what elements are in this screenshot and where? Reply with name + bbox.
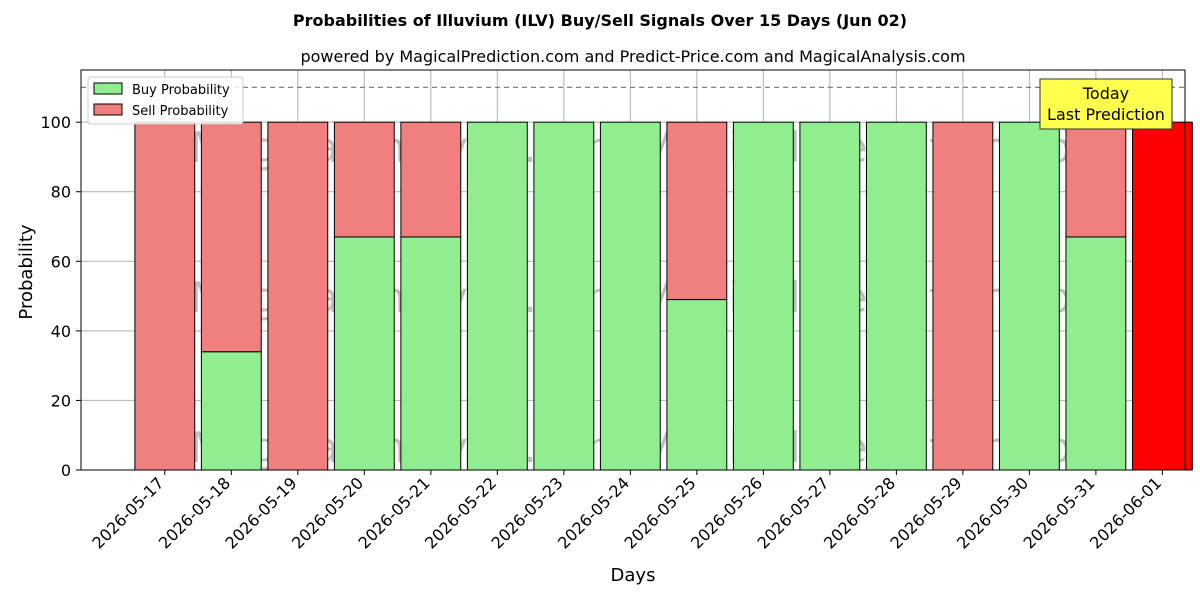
y-tick-label: 0 (61, 461, 71, 480)
chart-subtitle: powered by MagicalPrediction.com and Pre… (300, 47, 965, 66)
y-tick-label: 80 (51, 183, 71, 202)
y-tick-label: 60 (51, 252, 71, 271)
bar-sell (1065, 121, 1127, 238)
bar-buy (533, 121, 595, 471)
legend: Buy Probability Sell Probability (87, 76, 244, 125)
x-tick-label: 2026-06-01 (1086, 473, 1165, 552)
chart-title: Probabilities of Illuvium (ILV) Buy/Sell… (293, 11, 907, 30)
y-tick-label: 40 (51, 322, 71, 341)
bar-buy (400, 236, 462, 471)
bar-buy (865, 121, 927, 471)
bar-buy (466, 121, 528, 471)
bar-buy (799, 121, 861, 471)
bar-buy (732, 121, 794, 471)
legend-swatch (93, 103, 123, 116)
bar-buy (1065, 236, 1127, 471)
bar-sell (932, 121, 994, 471)
bar-buy (599, 121, 661, 471)
plot-frame (80, 69, 1186, 471)
annotation-line-1: Today (1082, 84, 1129, 103)
legend-label: Buy Probability (132, 83, 230, 98)
legend-box (87, 76, 244, 125)
legend-label: Sell Probability (132, 104, 229, 119)
bars-layer (134, 121, 1193, 471)
bar-last-prediction (1131, 121, 1193, 471)
bar-sell (333, 121, 395, 238)
bar-sell (267, 121, 329, 471)
y-tick-label: 20 (51, 391, 71, 410)
bar-sell (666, 121, 728, 301)
bar-buy (333, 236, 395, 471)
today-annotation: Today Last Prediction (1039, 78, 1173, 130)
x-axis-label: Days (611, 565, 656, 586)
bar-sell (400, 121, 462, 238)
bar-buy (998, 121, 1060, 471)
y-tick-label: 100 (40, 113, 71, 132)
bar-sell (134, 121, 196, 471)
legend-swatch (93, 82, 123, 95)
bar-sell (200, 121, 262, 353)
annotation-line-2: Last Prediction (1047, 105, 1165, 124)
bar-buy (200, 351, 262, 471)
y-axis-label: Probability (16, 224, 37, 319)
bar-buy (666, 299, 728, 471)
annotation-box (1039, 78, 1173, 130)
